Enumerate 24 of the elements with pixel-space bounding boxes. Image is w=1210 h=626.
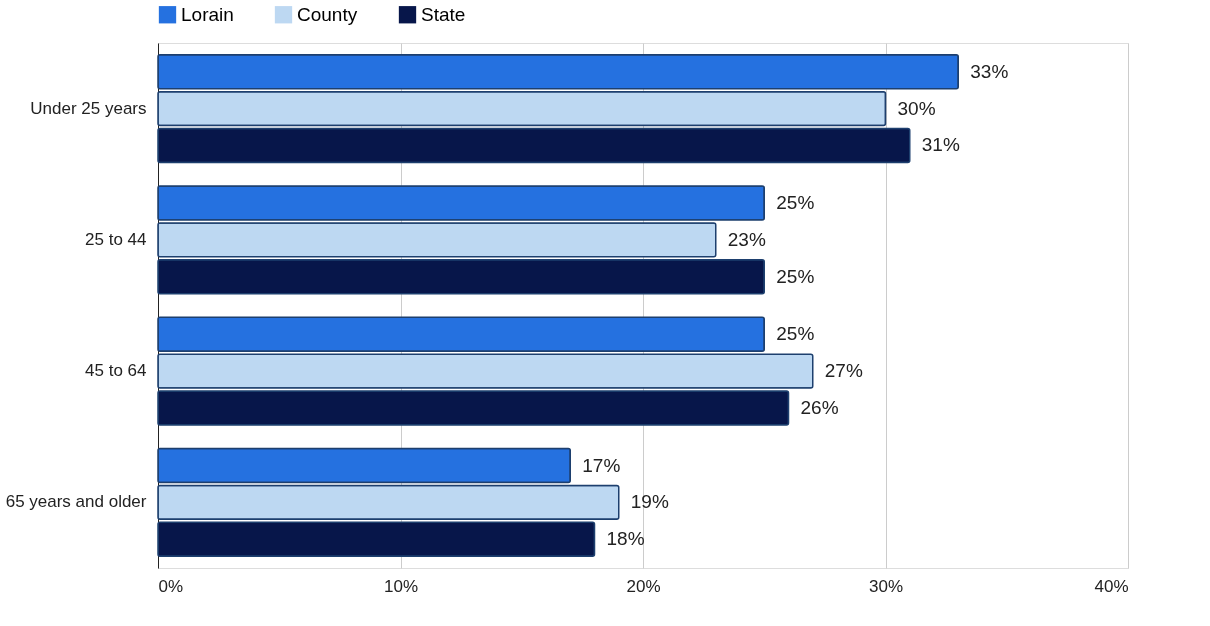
data-label: 33%: [970, 60, 1009, 82]
x-tick-label: 30%: [868, 576, 904, 596]
x-tick-label: 40%: [1094, 576, 1129, 596]
data-label: 27%: [824, 360, 863, 382]
data-label: 17%: [582, 454, 621, 476]
y-tick-label: 25 to 44: [85, 229, 147, 249]
data-label: 19%: [630, 491, 669, 513]
data-label: 30%: [897, 97, 936, 119]
x-tick-label: 10%: [383, 576, 419, 596]
legend-label: Lorain: [181, 3, 234, 25]
x-tick-label: 20%: [626, 576, 661, 596]
legend-label: County: [297, 3, 358, 25]
y-tick-label: 45 to 64: [85, 361, 147, 381]
y-tick-label: Under 25 years: [30, 98, 147, 118]
data-label: 26%: [800, 396, 839, 418]
x-tick-label: 0%: [158, 576, 184, 596]
data-label: 25%: [776, 323, 815, 345]
data-label: 25%: [776, 265, 815, 287]
data-label: 25%: [776, 192, 815, 214]
data-label: 23%: [727, 228, 766, 250]
legend-label: State: [421, 3, 466, 25]
data-label: 18%: [606, 528, 645, 550]
data-label: 31%: [921, 134, 960, 156]
y-tick-label: 65 years and older: [5, 492, 147, 512]
